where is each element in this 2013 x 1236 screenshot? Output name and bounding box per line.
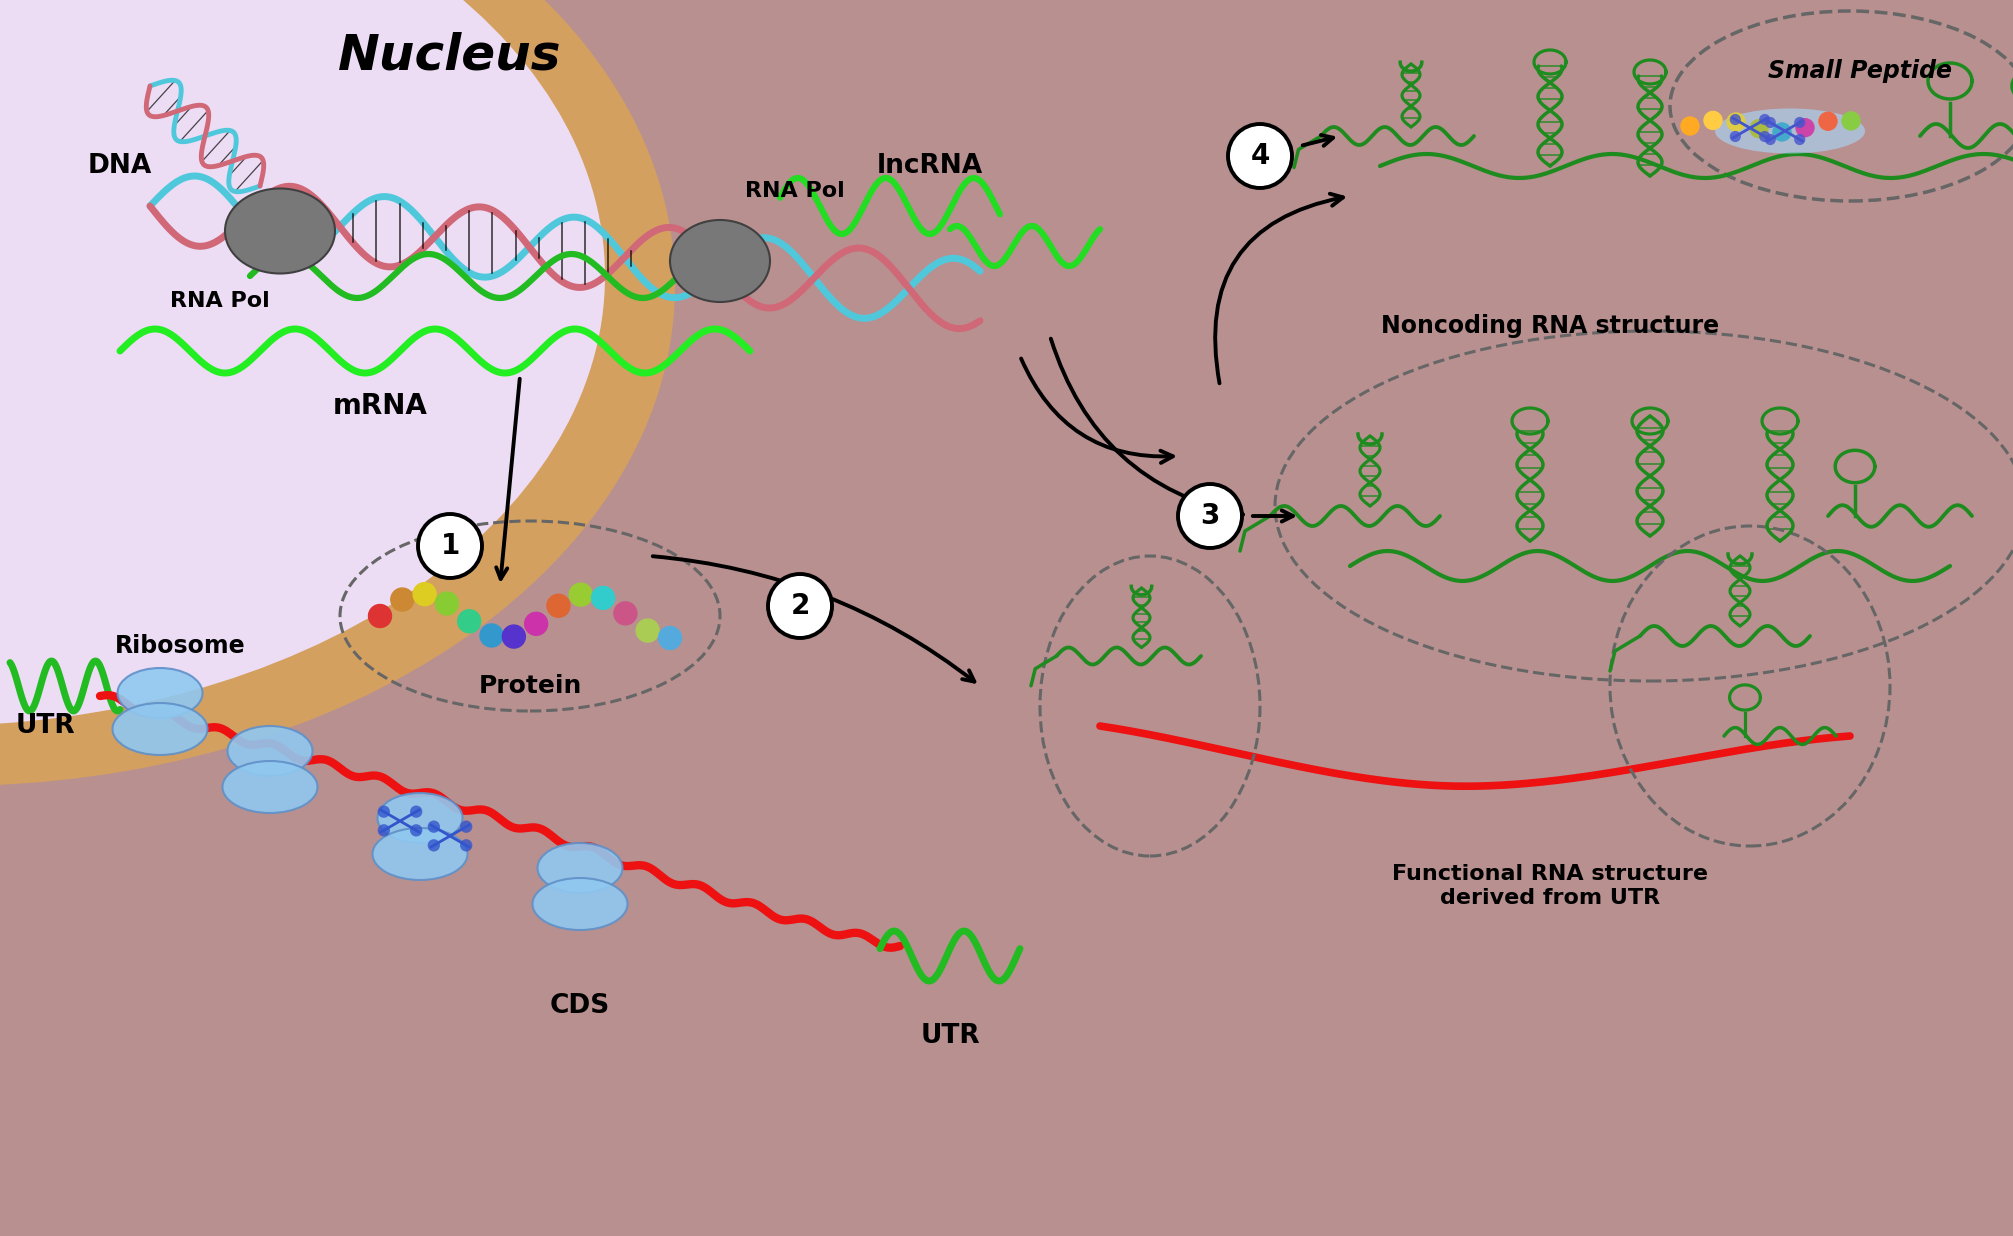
- Ellipse shape: [372, 828, 467, 880]
- Circle shape: [1228, 124, 1292, 188]
- Text: CDS: CDS: [550, 993, 610, 1018]
- Circle shape: [570, 583, 592, 606]
- Circle shape: [614, 602, 636, 625]
- Circle shape: [411, 806, 423, 818]
- Ellipse shape: [0, 0, 674, 786]
- Circle shape: [479, 624, 503, 646]
- Text: Functional RNA structure
derived from UTR: Functional RNA structure derived from UT…: [1393, 864, 1707, 907]
- Circle shape: [1842, 112, 1860, 130]
- Ellipse shape: [223, 761, 318, 813]
- Circle shape: [548, 595, 570, 617]
- Circle shape: [1820, 112, 1838, 130]
- Text: RNA Pol: RNA Pol: [745, 180, 845, 201]
- Circle shape: [769, 574, 831, 638]
- Ellipse shape: [225, 189, 334, 273]
- Circle shape: [658, 627, 682, 649]
- Circle shape: [525, 612, 548, 635]
- Text: lncRNA: lncRNA: [878, 153, 982, 179]
- Text: 4: 4: [1250, 142, 1270, 171]
- Circle shape: [378, 824, 391, 837]
- Text: 2: 2: [791, 592, 809, 620]
- Text: UTR: UTR: [920, 1023, 980, 1049]
- Text: mRNA: mRNA: [332, 392, 427, 420]
- Text: UTR: UTR: [16, 713, 74, 739]
- Circle shape: [503, 625, 525, 648]
- Ellipse shape: [0, 0, 606, 726]
- Text: Nucleus: Nucleus: [338, 32, 562, 80]
- Text: 3: 3: [1200, 502, 1220, 530]
- FancyArrowPatch shape: [1051, 339, 1242, 518]
- Circle shape: [1727, 112, 1745, 131]
- Circle shape: [636, 619, 658, 641]
- Ellipse shape: [533, 878, 628, 929]
- Ellipse shape: [227, 726, 312, 776]
- Circle shape: [411, 824, 423, 837]
- Text: DNA: DNA: [89, 153, 153, 179]
- Circle shape: [1178, 485, 1242, 548]
- Circle shape: [378, 806, 391, 818]
- Circle shape: [1794, 133, 1806, 145]
- Circle shape: [1729, 114, 1741, 125]
- Circle shape: [1765, 133, 1775, 145]
- Circle shape: [1773, 122, 1792, 141]
- Ellipse shape: [117, 667, 203, 718]
- Circle shape: [592, 586, 614, 609]
- Text: Ribosome: Ribosome: [115, 634, 246, 658]
- Text: RNA Pol: RNA Pol: [171, 290, 270, 311]
- Circle shape: [461, 821, 473, 833]
- Circle shape: [461, 839, 473, 852]
- FancyArrowPatch shape: [1021, 358, 1174, 464]
- Text: Protein: Protein: [479, 674, 582, 698]
- Circle shape: [457, 609, 481, 633]
- Text: 1: 1: [441, 531, 459, 560]
- Circle shape: [1794, 117, 1806, 129]
- Circle shape: [368, 604, 391, 628]
- Ellipse shape: [1715, 109, 1864, 153]
- Circle shape: [1703, 111, 1721, 130]
- Circle shape: [419, 514, 481, 578]
- Circle shape: [1796, 119, 1814, 137]
- FancyArrowPatch shape: [1216, 194, 1343, 383]
- Circle shape: [1765, 117, 1775, 129]
- Circle shape: [427, 839, 441, 852]
- Ellipse shape: [113, 703, 207, 755]
- Ellipse shape: [670, 220, 771, 302]
- Circle shape: [391, 588, 415, 611]
- Ellipse shape: [378, 794, 463, 843]
- Circle shape: [1681, 117, 1699, 135]
- Text: Noncoding RNA structure: Noncoding RNA structure: [1381, 314, 1719, 337]
- Circle shape: [435, 592, 459, 616]
- Circle shape: [1749, 120, 1767, 137]
- Circle shape: [1759, 131, 1769, 142]
- Circle shape: [1759, 114, 1769, 125]
- Text: Small Peptide: Small Peptide: [1767, 59, 1953, 83]
- Circle shape: [413, 582, 437, 606]
- Circle shape: [1729, 131, 1741, 142]
- Circle shape: [427, 821, 441, 833]
- Ellipse shape: [537, 843, 622, 892]
